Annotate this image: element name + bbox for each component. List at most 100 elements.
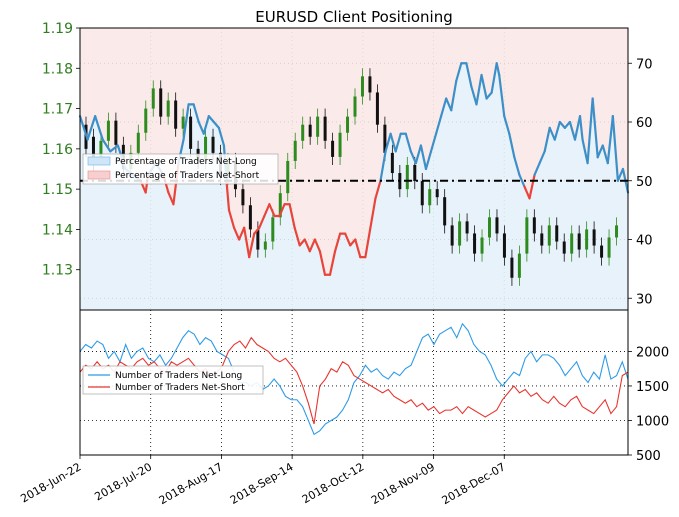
candle-body: [151, 88, 155, 109]
sentiment-segment: [591, 97, 599, 159]
candle-body: [517, 253, 521, 278]
count-tick-label: 1000: [636, 414, 669, 429]
candle-body: [383, 124, 387, 153]
candle-body: [458, 221, 462, 246]
candle-body: [405, 164, 409, 190]
sentiment-segment: [528, 173, 536, 200]
legend-net-long-count-label: Number of Traders Net-Long: [115, 371, 242, 381]
candle-body: [286, 160, 290, 194]
sentiment-segment: [414, 144, 423, 165]
sentiment-segment: [298, 238, 306, 247]
candle-body: [99, 140, 103, 157]
bottom-legend-box: [82, 365, 264, 395]
sentiment-segment: [109, 144, 119, 153]
sentiment-tick-label: 30: [636, 292, 653, 307]
sentiment-tick-label: 40: [636, 234, 653, 249]
candle-body: [450, 225, 454, 246]
candle-body: [353, 96, 357, 117]
candle-body: [375, 92, 379, 125]
sentiment-segment: [480, 73, 488, 100]
sentiment-segment: [581, 138, 589, 165]
sentiment-segment: [182, 103, 190, 141]
legend-net-short-count-label: Number of Traders Net-Short: [115, 383, 245, 393]
sentiment-segment: [86, 115, 97, 141]
candle-body: [204, 136, 208, 161]
sentiment-segment: [445, 97, 453, 112]
candle-body: [473, 233, 477, 254]
sentiment-segment: [197, 120, 205, 135]
price-tick-label: 1.15: [42, 182, 73, 198]
sentiment-segment: [354, 238, 362, 259]
net-long-swatch: [87, 156, 111, 166]
sentiment-tick-label: 60: [636, 116, 653, 131]
candle-body: [174, 100, 178, 129]
candle-body: [532, 217, 536, 234]
candle-body: [577, 233, 581, 250]
sentiment-segment: [248, 232, 256, 259]
sentiment-segment: [578, 115, 584, 141]
candle-body: [510, 257, 514, 278]
legend-net-short-label: Percentage of Traders Net-Short: [115, 171, 260, 181]
sentiment-segment: [212, 120, 220, 129]
candle-body: [189, 116, 193, 149]
candle-body: [346, 116, 350, 133]
top-legend: Percentage of Traders Net-Long Percentag…: [82, 153, 279, 185]
candle-body: [488, 217, 491, 238]
candle-body: [338, 132, 342, 157]
sentiment-segment: [543, 126, 551, 153]
sentiment-axis-ticks: 70 60 50 40 30: [628, 57, 653, 307]
candle-body: [570, 233, 574, 254]
sentiment-segment: [263, 203, 271, 218]
candle-body: [181, 116, 185, 129]
sentiment-segment: [278, 203, 286, 218]
candle-body: [600, 245, 604, 258]
sentiment-segment: [268, 203, 276, 218]
candle-body: [413, 164, 417, 182]
sentiment-segment: [243, 226, 251, 259]
count-tick-label: 500: [636, 449, 661, 464]
candle-body: [495, 217, 499, 234]
candle-body: [323, 116, 327, 141]
candle-body: [540, 233, 544, 246]
sentiment-segment: [253, 226, 261, 235]
sentiment-segment: [232, 226, 241, 241]
price-tick-label: 1.16: [42, 142, 73, 158]
sentiment-segment: [503, 115, 511, 135]
candle-body: [271, 217, 275, 242]
sentiment-segment: [313, 238, 322, 253]
legend-net-long-label: Percentage of Traders Net-Long: [115, 157, 257, 167]
candle-body: [263, 241, 267, 250]
sentiment-segment: [202, 115, 210, 135]
sentiment-segment: [303, 238, 311, 253]
candle-body: [547, 225, 551, 246]
count-tick-label: 2000: [636, 345, 669, 360]
sentiment-segment: [207, 115, 215, 124]
candle-body: [562, 241, 566, 254]
candle-body: [390, 152, 394, 174]
sentiment-segment: [404, 132, 412, 153]
sentiment-segment: [455, 62, 463, 82]
candle-body: [435, 189, 439, 198]
candle-body: [555, 225, 559, 242]
candle-body: [308, 124, 312, 137]
candle-body: [428, 189, 432, 206]
candle-body: [166, 100, 170, 117]
candle-body: [331, 140, 335, 157]
sentiment-segment: [78, 115, 89, 141]
candle-body: [301, 124, 305, 141]
candle-body: [136, 132, 140, 153]
sentiment-segment: [470, 85, 478, 106]
sentiment-segment: [601, 144, 609, 165]
candle-body: [525, 217, 529, 254]
price-tick-label: 1.17: [42, 102, 73, 118]
sentiment-segment: [333, 232, 342, 253]
date-axis-ticks: 2018-Jun-22 2018-Jul-20 2018-Aug-17 2018-Se…: [18, 455, 508, 507]
sentiment-segment: [548, 126, 556, 141]
sentiment-segment: [616, 167, 625, 182]
net-short-swatch: [87, 170, 111, 180]
sentiment-segment: [258, 214, 266, 229]
net-long-count-line: [79, 322, 629, 436]
sentiment-segment: [490, 62, 498, 94]
candle-body: [502, 233, 506, 258]
